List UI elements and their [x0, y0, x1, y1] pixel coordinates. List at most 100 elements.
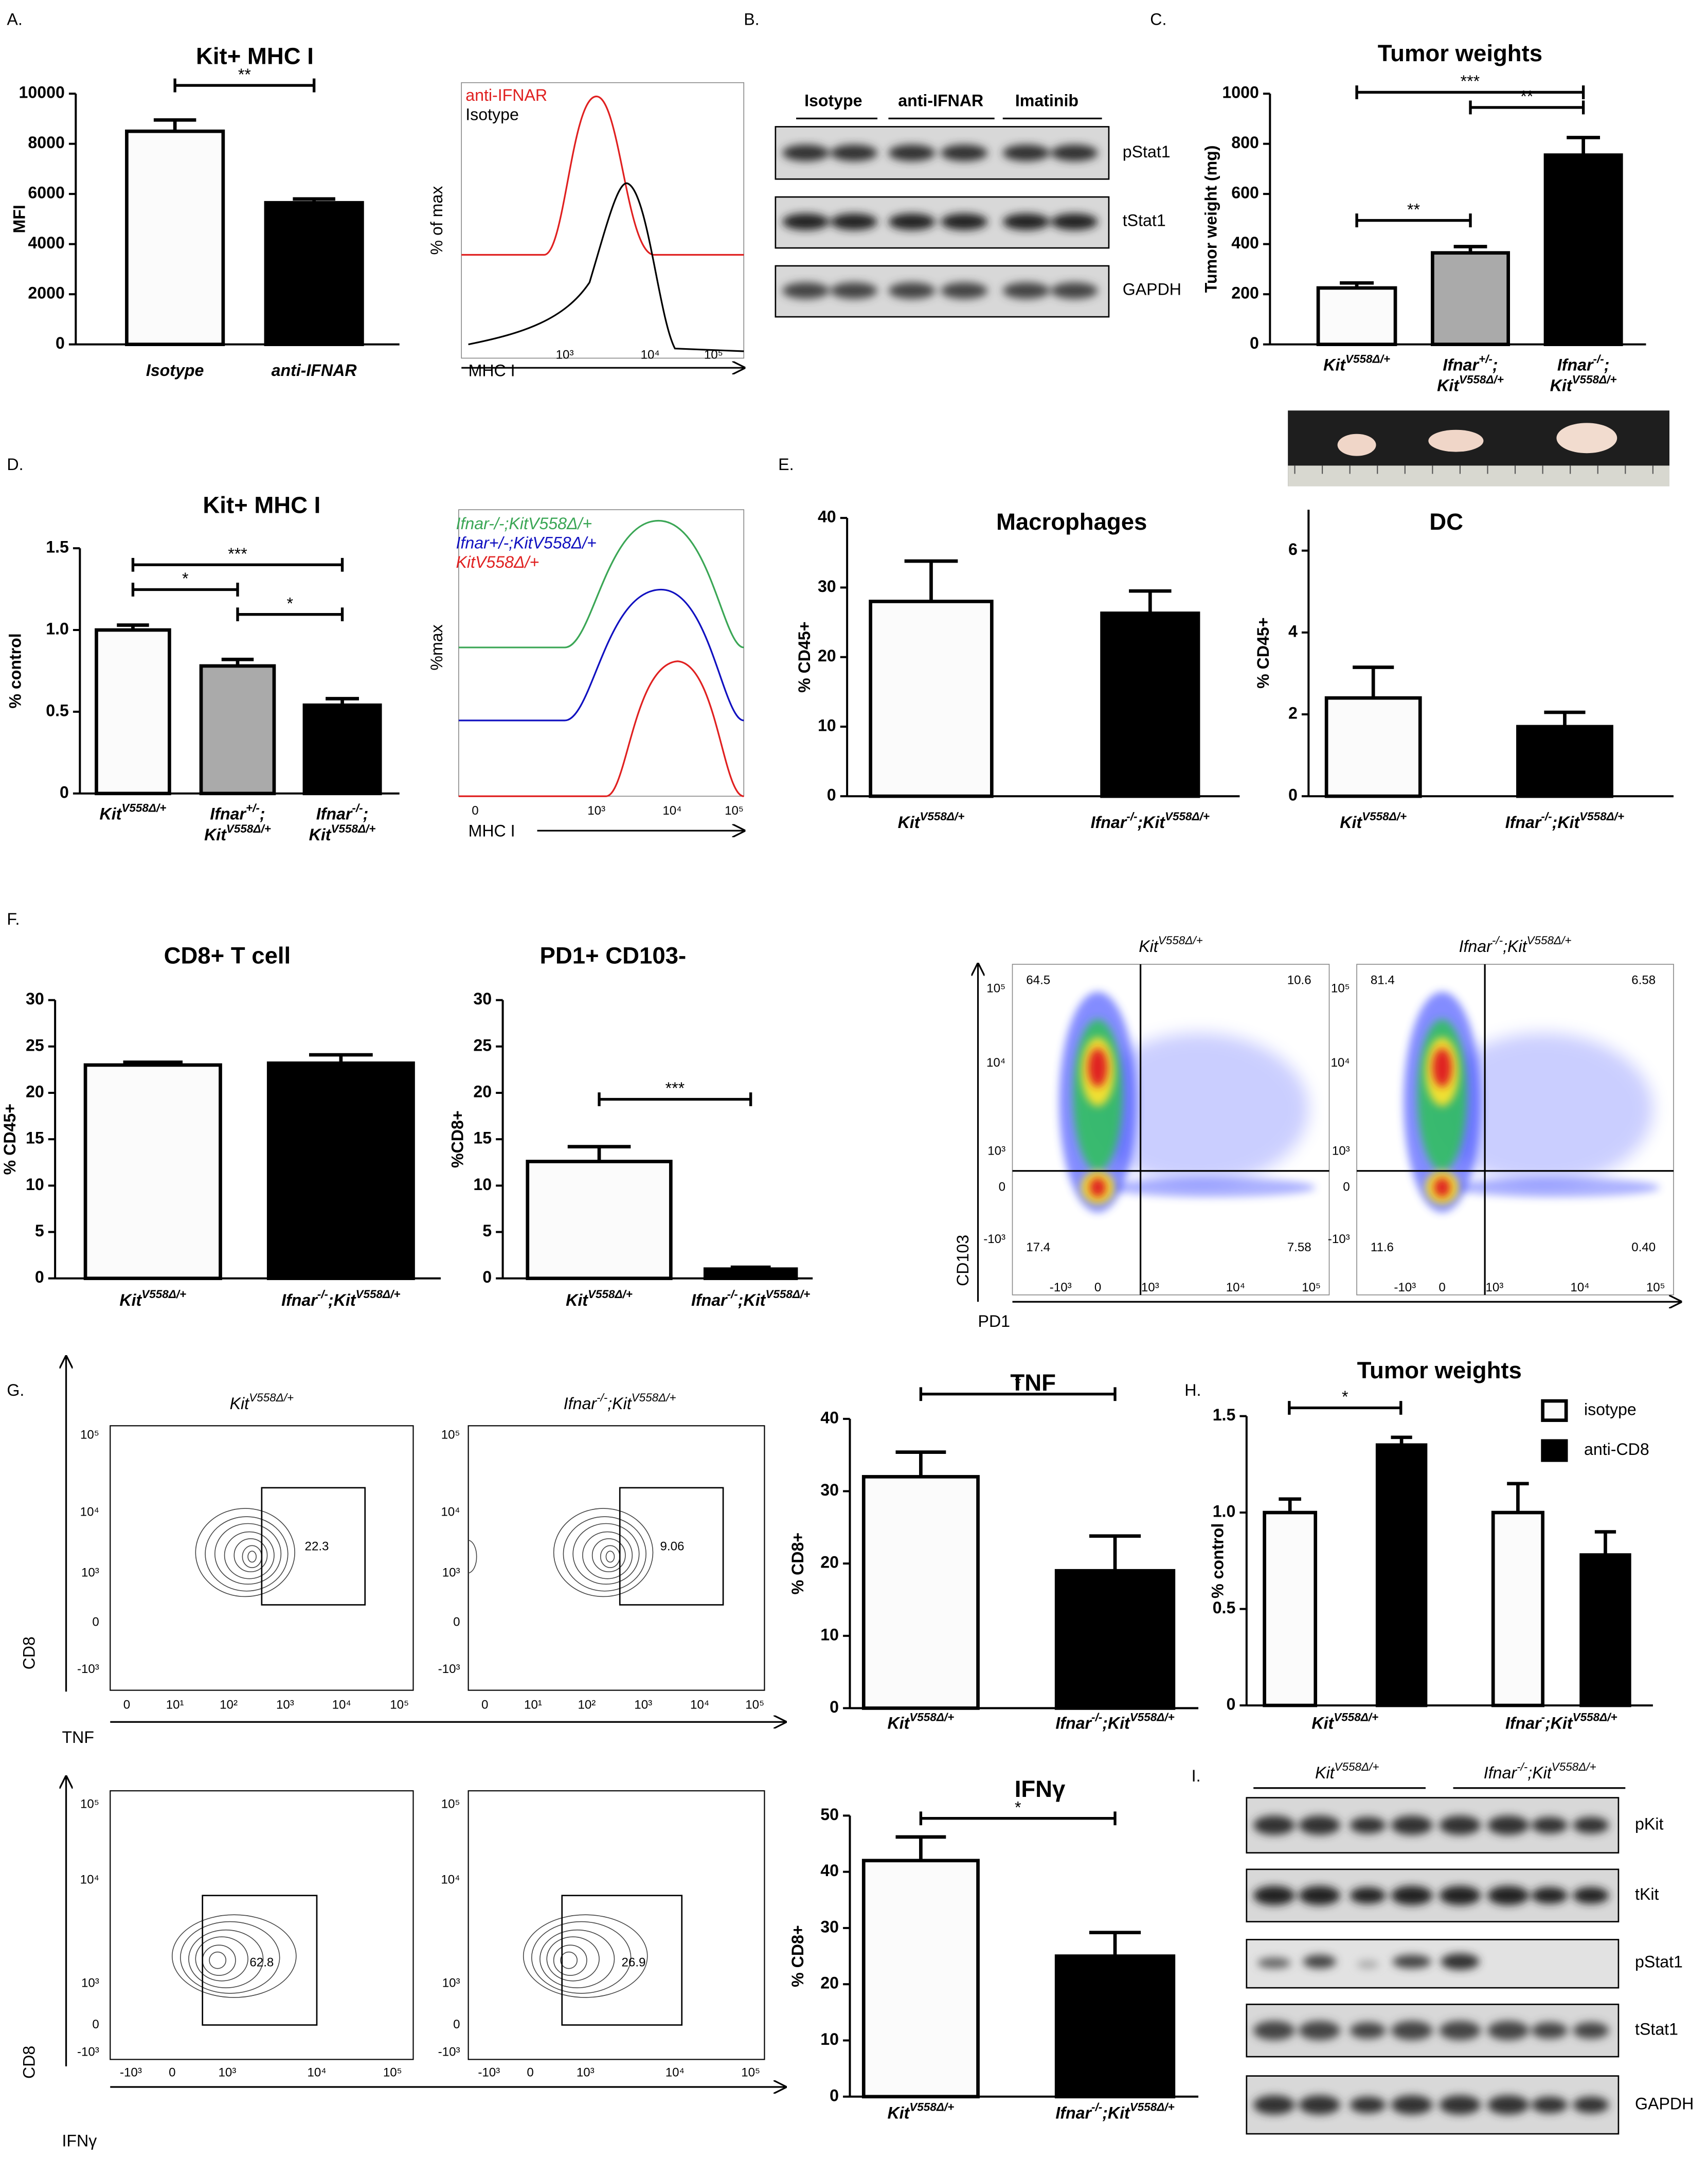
axis-label: CD8 — [20, 2046, 38, 2079]
tick-label: -10³ — [438, 1662, 460, 1676]
axis-label: CD8 — [20, 1636, 38, 1669]
y-tick-label: 50 — [820, 1805, 839, 1824]
bar — [861, 1859, 980, 2099]
chart-title: Tumor weights — [1378, 40, 1542, 66]
tick-label: 10² — [578, 1698, 596, 1712]
tick-label: 10⁵ — [441, 1428, 460, 1442]
x-tick-label: Ifnar+/-; KitV558Δ/+ — [204, 802, 271, 844]
error-bar — [1089, 1534, 1141, 1571]
significance-label: * — [287, 594, 294, 613]
error-bar — [567, 1145, 631, 1162]
quadrant-value: 7.58 — [1287, 1240, 1311, 1254]
tick-label: -10³ — [478, 2066, 500, 2080]
x-tick-label: KitV558Δ/+ — [887, 1711, 954, 1733]
tick-label: 10⁵ — [390, 1698, 409, 1712]
quadrant-value: 6.58 — [1631, 974, 1656, 987]
legend-label: isotype — [1584, 1400, 1637, 1418]
y-tick-label: 20 — [820, 1553, 839, 1572]
tick-label: 10⁵ — [1302, 1281, 1321, 1294]
y-tick-label: 6 — [1288, 540, 1298, 559]
tick-label: 10⁴ — [641, 348, 660, 362]
y-tick-label: 800 — [1231, 133, 1259, 152]
y-axis-label: % CD8+ — [788, 1925, 807, 1987]
tick-label: -10³ — [438, 2045, 460, 2059]
x-tick-label: Ifnar+/-; KitV558Δ/+ — [1437, 353, 1504, 395]
tick-label: 0 — [1094, 1281, 1101, 1294]
bar — [1579, 1553, 1631, 1707]
error-bar — [326, 697, 359, 706]
y-tick-label: 10000 — [19, 83, 65, 102]
y-tick-label: 8000 — [28, 133, 64, 152]
band-label: pKit — [1635, 1815, 1663, 1833]
axis-label: MHC I — [469, 821, 515, 840]
y-axis-label: % control — [6, 633, 25, 708]
chart-title: IFNγ — [1015, 1776, 1066, 1802]
y-axis-label: % CD8+ — [788, 1533, 807, 1595]
tick-label: 10³ — [81, 1976, 99, 1990]
tick-label: 0 — [481, 1698, 488, 1712]
tick-label: 10² — [220, 1698, 238, 1712]
significance-bracket — [919, 1811, 1117, 1826]
chart-title: PD1+ CD103- — [540, 943, 687, 969]
chart-title: TNF — [1010, 1370, 1055, 1396]
x-tick-label: KitV558Δ/+ — [566, 1288, 633, 1310]
quadrant-value: 0.40 — [1631, 1240, 1656, 1254]
y-tick-label: 1.5 — [46, 538, 69, 556]
bar — [83, 1063, 222, 1281]
panel-label: G. — [7, 1381, 24, 1399]
y-tick-label: 1000 — [1222, 83, 1258, 102]
significance-label: ** — [1407, 200, 1420, 219]
tick-label: 10³ — [634, 1698, 652, 1712]
legend-label: Ifnar-/-;KitV558Δ/+ — [456, 514, 592, 533]
bar — [1324, 696, 1422, 798]
y-tick-label: 30 — [473, 989, 492, 1008]
axis-label: CD103 — [954, 1235, 972, 1286]
tick-label: 0 — [169, 2066, 175, 2080]
chart-title: CD8+ T cell — [164, 943, 291, 969]
y-tick-label: 15 — [473, 1129, 492, 1147]
tick-label: 0 — [92, 1615, 99, 1629]
panel-label: H. — [1184, 1381, 1201, 1399]
histogram-a: anti-IFNAR Isotype % of max MHC I 10³ 10… — [427, 82, 744, 380]
tick-label: 10³ — [577, 2066, 595, 2080]
tick-label: 10⁴ — [1331, 1056, 1350, 1070]
tick-label: 10⁴ — [441, 1873, 460, 1887]
panel-label: I. — [1192, 1767, 1201, 1785]
flow-plots-f: KitV558Δ/+ Ifnar-/-;KitV558Δ/+ 64.5 10.6… — [954, 934, 1680, 1330]
tick-label: 10³ — [1485, 1281, 1503, 1294]
y-tick-label: 4000 — [28, 233, 64, 252]
legend-swatch — [1541, 1439, 1568, 1462]
bar — [302, 703, 382, 796]
significance-label: ** — [1520, 87, 1533, 106]
significance-bracket — [173, 78, 316, 93]
significance-bracket — [919, 1387, 1117, 1401]
error-bar — [117, 623, 149, 630]
x-tick-label: Ifnar-/-;KitV558Δ/+ — [1505, 810, 1624, 832]
x-tick-label: Ifnar-/-;KitV558Δ/+ — [309, 802, 376, 844]
plot-title: KitV558Δ/+ — [230, 1392, 294, 1413]
y-tick-label: 30 — [818, 577, 836, 596]
y-tick-label: 40 — [818, 508, 836, 526]
x-tick-label: Ifnar-/-;KitV558Δ/+ — [1055, 2101, 1174, 2122]
bar — [1375, 1443, 1428, 1707]
tick-label: 10³ — [587, 804, 605, 818]
x-tick-label: KitV558Δ/+ — [898, 810, 965, 832]
plot-title: Ifnar-/-;KitV558Δ/+ — [1459, 934, 1572, 956]
y-tick-label: 0 — [56, 334, 65, 352]
tick-label: 10⁵ — [745, 1698, 764, 1712]
axis-label: % of max — [427, 186, 446, 255]
tick-label: 10⁴ — [307, 2066, 326, 2080]
significance-label: ** — [238, 65, 251, 84]
y-tick-label: 0 — [830, 2086, 839, 2104]
tick-label: 10³ — [442, 1976, 460, 1990]
y-tick-label: 0 — [35, 1268, 44, 1286]
tick-label: -10³ — [77, 1662, 99, 1676]
tick-label: 10⁵ — [741, 2066, 760, 2080]
tick-label: 10⁵ — [383, 2066, 402, 2080]
quadrant-value: 11.6 — [1371, 1240, 1394, 1254]
y-tick-label: 6000 — [28, 184, 64, 202]
band-label: pStat1 — [1123, 142, 1171, 161]
significance-bracket — [1355, 85, 1585, 99]
tick-label: 10³ — [276, 1698, 294, 1712]
